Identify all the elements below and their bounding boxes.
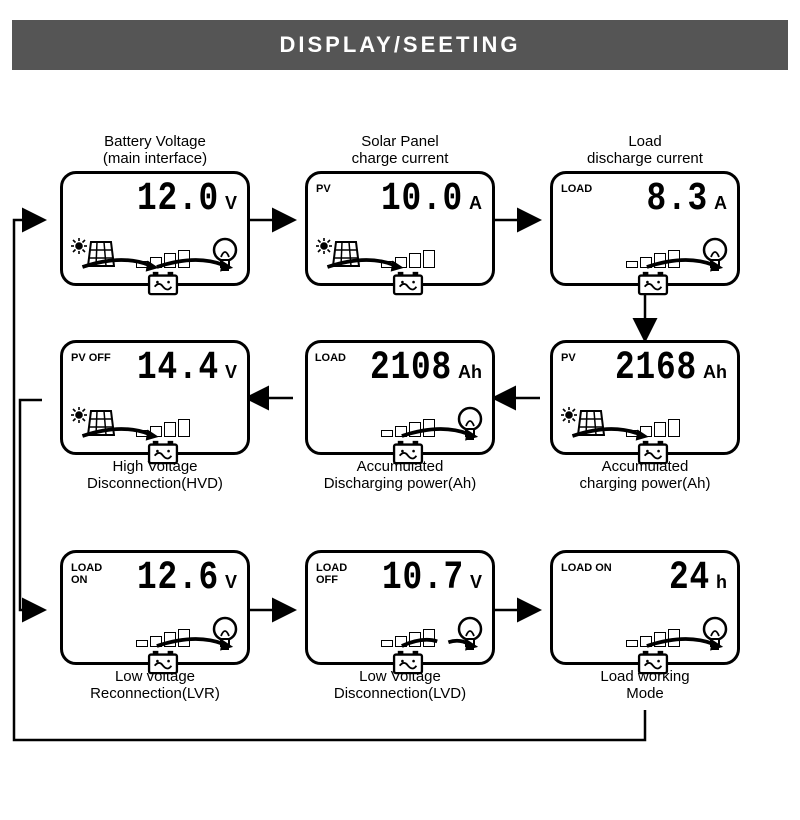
screen-unit: Ah <box>458 362 484 389</box>
screen-caption: Solar Panelcharge current <box>285 133 515 168</box>
header-title: DISPLAY/SEETING <box>12 20 788 70</box>
energy-flow-icon <box>75 637 235 659</box>
energy-flow-icon <box>565 427 725 449</box>
energy-flow-icon <box>565 258 725 280</box>
screen-mode-label: PV OFF <box>71 353 111 365</box>
energy-flow-icon <box>565 637 725 659</box>
lcd-screen: LOADOFF10.7VLow VoltageDisconnection(LVD… <box>285 550 515 706</box>
screen-unit: A <box>469 193 484 220</box>
screen-mode-label: LOAD <box>561 184 592 196</box>
screen-unit: h <box>716 572 729 599</box>
screen-frame: LOADOFF10.7V <box>305 550 495 665</box>
lcd-screen: PV2168AhAccumulatedcharging power(Ah) <box>530 340 760 496</box>
screen-unit: V <box>225 193 239 220</box>
screen-frame: LOAD8.3A <box>550 171 740 286</box>
screen-mode-label: LOAD ON <box>71 563 113 586</box>
screen-unit: V <box>470 572 484 599</box>
lcd-screen: LOAD2108AhAccumulatedDischarging power(A… <box>285 340 515 496</box>
screen-frame: PV2168Ah <box>550 340 740 455</box>
screen-caption: Battery Voltage(main interface) <box>40 133 270 168</box>
screen-unit: V <box>225 572 239 599</box>
screen-unit: Ah <box>703 362 729 389</box>
screen-unit: A <box>714 193 729 220</box>
energy-flow-icon <box>75 258 235 280</box>
screen-caption: Loaddischarge current <box>530 133 760 168</box>
screen-mode-label: LOAD ON <box>561 563 612 575</box>
lcd-screen: LOAD ON24hLoad workingMode <box>530 550 760 706</box>
screen-frame: LOAD2108Ah <box>305 340 495 455</box>
screen-frame: 12.0V <box>60 171 250 286</box>
screen-frame: LOAD ON24h <box>550 550 740 665</box>
screen-mode-label: PV <box>561 353 576 365</box>
lcd-screen: Battery Voltage(main interface)12.0V <box>40 130 270 286</box>
screen-mode-label: LOADOFF <box>316 563 347 586</box>
lcd-screen: Loaddischarge currentLOAD8.3A <box>530 130 760 286</box>
screen-frame: PV10.0A <box>305 171 495 286</box>
lcd-screen: LOAD ON12.6VLow voltageReconnection(LVR) <box>40 550 270 706</box>
screen-mode-label: PV <box>316 184 331 196</box>
screen-frame: LOAD ON12.6V <box>60 550 250 665</box>
energy-flow-icon <box>320 258 480 280</box>
energy-flow-icon <box>320 427 480 449</box>
energy-flow-icon <box>75 427 235 449</box>
energy-flow-icon <box>320 637 480 659</box>
screen-unit: V <box>225 362 239 389</box>
screen-mode-label: LOAD <box>315 353 346 365</box>
lcd-screen: Solar Panelcharge currentPV10.0A <box>285 130 515 286</box>
screen-frame: PV OFF14.4V <box>60 340 250 455</box>
lcd-screen: PV OFF14.4VHigh VoltageDisconnection(HVD… <box>40 340 270 496</box>
flow-diagram: Battery Voltage(main interface)12.0VSola… <box>0 90 800 790</box>
